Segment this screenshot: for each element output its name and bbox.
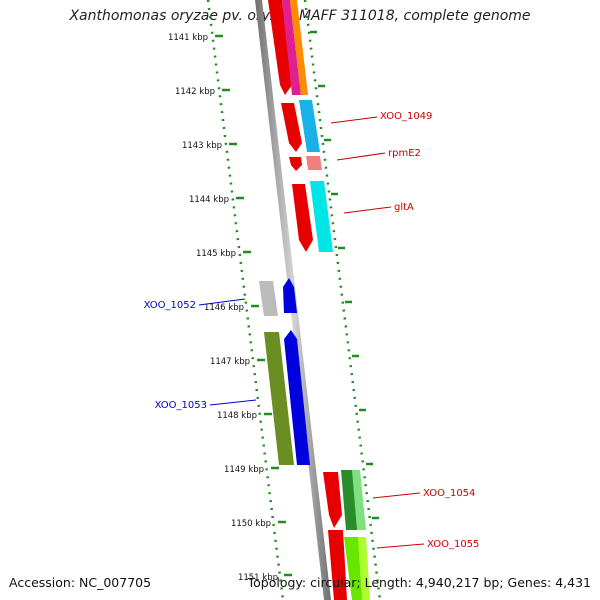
ruler-tick-1149: 1149 kbp xyxy=(224,462,373,475)
gene-xoo-1048-2 xyxy=(281,103,302,152)
accession-text: Accession: NC_007705 xyxy=(9,575,152,590)
gene-1048c xyxy=(290,0,308,95)
gene-xoo-1049 xyxy=(299,100,320,152)
tick-label-1146: 1146 kbp xyxy=(204,303,244,313)
leader-gltA xyxy=(343,206,392,214)
ruler-tick-1148: 1148 kbp xyxy=(217,408,366,421)
gene-gltA-a xyxy=(292,184,313,252)
forward-genes xyxy=(268,0,370,600)
gene-xoo-1054 xyxy=(323,472,342,528)
ruler-tick-1144: 1144 kbp xyxy=(189,192,338,205)
leader-rpmE2 xyxy=(336,152,386,161)
tick-label-1148: 1148 kbp xyxy=(217,411,257,421)
ruler-tick-1151: 1151 kbp xyxy=(238,573,292,583)
label-gltA: gltA xyxy=(394,202,414,213)
leader-lines xyxy=(198,116,425,549)
tick-label-1151: 1151 kbp xyxy=(238,573,278,583)
tick-label-1143: 1143 kbp xyxy=(182,141,222,151)
leader-xoo-1049 xyxy=(330,116,378,124)
ruler-tick-1147: 1147 kbp xyxy=(210,354,359,367)
reverse-genes xyxy=(259,278,310,465)
label-rpmE2: rpmE2 xyxy=(388,148,421,159)
label-xoo-1055: XOO_1055 xyxy=(427,539,479,550)
gene-xoo-1055a xyxy=(328,530,347,600)
gene-xoo-1054c xyxy=(352,470,366,530)
gene-xoo-1052 xyxy=(259,281,278,316)
ruler-tick-1150: 1150 kbp xyxy=(231,516,379,529)
tick-label-1150: 1150 kbp xyxy=(231,519,271,529)
tick-label-1141: 1141 kbp xyxy=(168,33,208,43)
gene-rpmE2-a xyxy=(289,157,302,171)
tick-label-1145: 1145 kbp xyxy=(196,249,236,259)
gene-gltA xyxy=(310,181,333,252)
ruler-tick-1145: 1145 kbp xyxy=(196,246,345,259)
ruler-tick-1142: 1142 kbp xyxy=(175,84,325,97)
ruler-tick-1146: 1146 kbp xyxy=(204,300,352,313)
leader-xoo-1054 xyxy=(372,492,421,499)
gene-1048b xyxy=(282,0,301,95)
label-xoo-1049: XOO_1049 xyxy=(380,111,432,122)
leader-xoo-1052 xyxy=(198,298,246,306)
label-xoo-1054: XOO_1054 xyxy=(423,488,475,499)
leader-xoo-1053 xyxy=(209,399,257,406)
label-xoo-1052: XOO_1052 xyxy=(144,300,196,311)
tick-label-1147: 1147 kbp xyxy=(210,357,250,367)
tick-label-1149: 1149 kbp xyxy=(224,465,264,475)
leader-xoo-1055 xyxy=(376,543,425,549)
gene-xoo-1053-b xyxy=(284,330,310,465)
ruler-tick-1141: 1141 kbp xyxy=(168,30,317,43)
tick-label-1144: 1144 kbp xyxy=(189,195,229,205)
gene-1048a xyxy=(268,0,292,95)
gene-xoo-1053 xyxy=(264,332,294,465)
map-title: Xanthomonas oryzae pv. oryzae MAFF 31101… xyxy=(69,8,531,24)
genome-summary: Topology: circular; Length: 4,940,217 bp… xyxy=(247,575,591,590)
gene-xoo-1055 xyxy=(344,537,366,600)
tick-label-1142: 1142 kbp xyxy=(175,87,215,97)
gene-rpmE2 xyxy=(306,156,322,170)
ruler-ticks: 1141 kbp 1142 kbp 1143 kbp 1144 kbp 1145… xyxy=(168,30,379,583)
label-xoo-1053: XOO_1053 xyxy=(155,400,207,411)
gene-xoo-1052-b xyxy=(283,278,297,313)
gene-xoo-1055b xyxy=(358,537,370,600)
gene-labels: XOO_1049 rpmE2 gltA XOO_1054 XOO_1055 XO… xyxy=(144,111,480,550)
ruler-tick-1143: 1143 kbp xyxy=(182,138,331,151)
